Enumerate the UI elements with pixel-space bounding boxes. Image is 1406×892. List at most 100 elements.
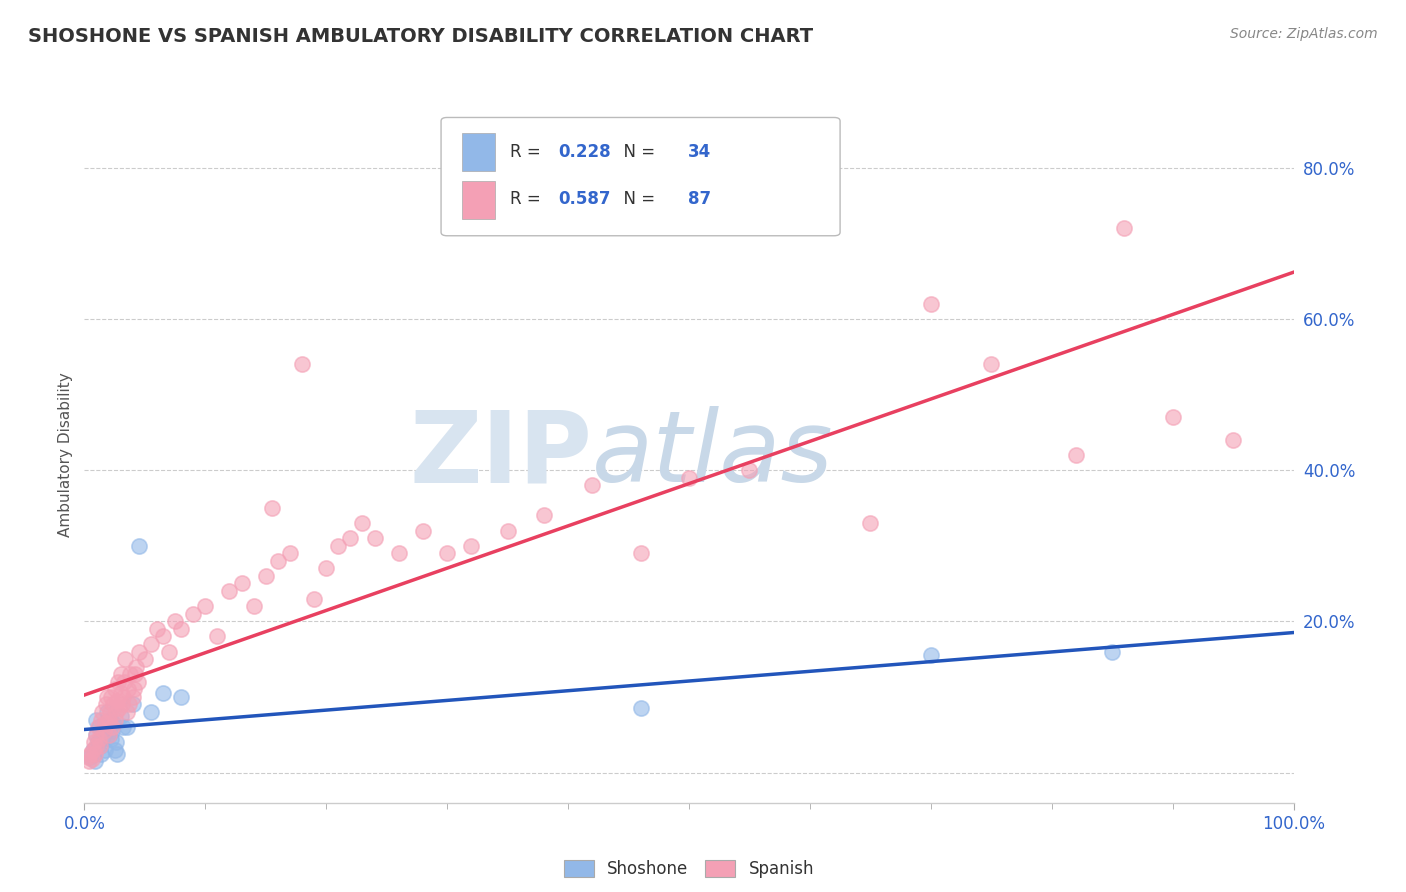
Point (79, 747, 101, 761)
Point (104, 713, 127, 727)
Point (1222, 433, 1244, 447)
Point (117, 682, 139, 697)
Point (207, 629, 229, 643)
Point (96, 690, 118, 704)
Point (242, 599, 264, 614)
Point (101, 723, 124, 738)
Text: R =: R = (510, 143, 546, 161)
Point (125, 659, 148, 673)
Point (104, 743, 127, 757)
Point (124, 667, 146, 681)
Point (79, 750, 101, 764)
Point (157, 644, 180, 658)
Point (496, 524, 519, 538)
Point (315, 561, 337, 575)
Point (339, 531, 361, 545)
Point (94, 698, 117, 712)
Point (103, 716, 125, 731)
Point (218, 584, 240, 599)
Point (115, 720, 138, 734)
Point (231, 576, 253, 591)
Point (98, 705, 121, 719)
Point (110, 667, 132, 681)
Point (134, 652, 156, 666)
Point (97, 713, 120, 727)
Point (83, 747, 105, 761)
Point (100, 690, 122, 704)
Point (77, 750, 100, 764)
Point (91, 705, 114, 719)
Text: SHOSHONE VS SPANISH AMBULATORY DISABILITY CORRELATION CHART: SHOSHONE VS SPANISH AMBULATORY DISABILIT… (28, 27, 813, 45)
Text: N =: N = (613, 190, 661, 208)
Point (100, 731, 122, 746)
Point (128, 539, 150, 553)
Point (97, 728, 120, 742)
Bar (461, 181, 495, 219)
Point (94, 720, 117, 734)
Point (533, 508, 555, 523)
Point (98, 713, 121, 727)
Point (278, 546, 301, 560)
Point (104, 705, 127, 719)
Point (363, 531, 385, 545)
Point (108, 701, 131, 715)
Text: Source: ZipAtlas.com: Source: ZipAtlas.com (1230, 27, 1378, 41)
Point (581, 478, 603, 492)
Text: 0.228: 0.228 (558, 143, 612, 161)
Point (352, 516, 374, 530)
Point (170, 690, 193, 704)
Point (139, 705, 162, 719)
Point (84, 754, 107, 768)
Point (328, 539, 350, 553)
Point (86, 713, 108, 727)
Point (163, 615, 186, 629)
Point (139, 637, 162, 651)
FancyBboxPatch shape (441, 118, 841, 235)
Point (94, 743, 117, 757)
Point (110, 686, 132, 700)
Text: 0.587: 0.587 (558, 190, 610, 208)
Text: atlas: atlas (592, 407, 834, 503)
Text: 87: 87 (688, 190, 711, 208)
Point (128, 644, 150, 658)
Point (181, 607, 204, 621)
Point (291, 357, 314, 371)
Point (89, 739, 111, 753)
Point (82, 743, 104, 757)
Point (1101, 644, 1123, 658)
Point (84, 747, 107, 761)
Point (112, 720, 135, 734)
Legend: Shoshone, Spanish: Shoshone, Spanish (557, 854, 821, 885)
Point (738, 463, 761, 477)
Point (82, 743, 104, 757)
Point (86, 720, 108, 734)
Point (111, 698, 134, 712)
Point (91, 731, 114, 746)
Point (678, 470, 700, 484)
Point (86, 728, 108, 742)
Point (104, 682, 127, 697)
Point (103, 698, 125, 712)
Point (87, 720, 110, 734)
Point (90, 713, 112, 727)
Point (96, 705, 118, 719)
Point (980, 357, 1002, 371)
Point (460, 539, 482, 553)
Point (112, 690, 135, 704)
Point (152, 686, 174, 700)
Point (1064, 448, 1087, 462)
Point (104, 735, 127, 749)
Point (105, 694, 128, 708)
Point (87, 731, 110, 746)
Point (90, 747, 112, 761)
Point (302, 591, 325, 606)
Point (107, 674, 129, 689)
Text: R =: R = (510, 190, 546, 208)
Point (83, 735, 105, 749)
Point (97, 728, 120, 742)
Point (93, 723, 115, 738)
Point (194, 599, 217, 614)
Point (101, 720, 124, 734)
Point (436, 546, 458, 560)
Point (120, 667, 142, 681)
